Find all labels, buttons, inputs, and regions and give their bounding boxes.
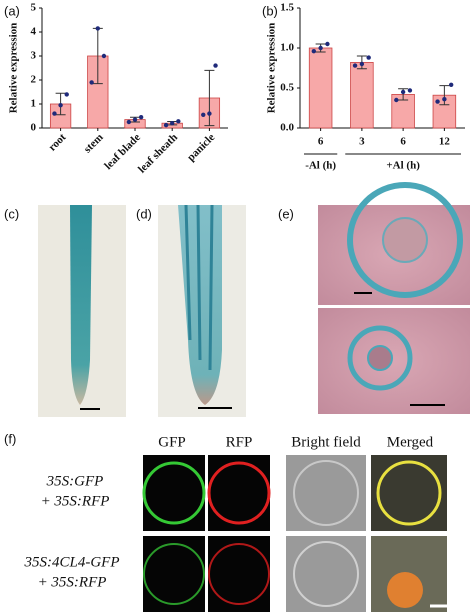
image-f <box>142 455 455 612</box>
data-point <box>435 99 440 104</box>
x-tick-label: 12 <box>439 136 451 148</box>
data-point <box>101 53 107 59</box>
data-point <box>394 97 399 103</box>
panel-label: (f) <box>4 431 16 446</box>
y-tick-label: 1.5 <box>280 2 294 14</box>
column-header: GFP <box>158 434 186 450</box>
error-bar <box>204 69 215 127</box>
bar <box>350 62 374 129</box>
data-point <box>311 49 317 54</box>
y-tick-label: 0 <box>31 122 37 134</box>
data-point <box>366 55 371 60</box>
data-point <box>325 41 330 47</box>
data-point <box>448 82 454 88</box>
y-axis-label: Relative expression <box>8 23 20 114</box>
data-point <box>52 111 57 116</box>
data-point <box>64 92 69 97</box>
x-tick-label: panicle <box>185 131 217 163</box>
panel-label: (c) <box>4 206 19 221</box>
data-point <box>201 112 206 118</box>
group-label: +Al (h) <box>386 160 420 172</box>
y-axis-label: Relative expression <box>266 23 278 114</box>
panel-label: (b) <box>262 3 278 18</box>
row-label: + 35S:RFP <box>38 574 107 590</box>
data-point <box>58 103 63 108</box>
x-tick-label: 6 <box>400 136 406 148</box>
data-point <box>213 63 218 68</box>
row-label: 35S:4CL4-GFP <box>24 554 120 570</box>
x-tick-label: 6 <box>318 136 324 148</box>
data-point <box>207 111 212 116</box>
data-point <box>352 63 358 68</box>
column-header: Bright field <box>291 434 361 450</box>
data-point <box>442 97 447 102</box>
panel-label: (e) <box>278 206 294 221</box>
y-tick-label: 0.0 <box>280 122 294 134</box>
data-point <box>138 115 144 120</box>
data-point <box>132 117 138 122</box>
row-label: + 35S:RFP <box>41 493 110 509</box>
y-tick-label: 0.5 <box>280 82 294 94</box>
data-point <box>126 119 132 125</box>
data-point <box>318 45 323 51</box>
y-tick-label: 2 <box>31 74 37 86</box>
y-tick-label: 1 <box>31 98 37 110</box>
error-bar <box>439 85 450 106</box>
data-point <box>400 89 406 95</box>
data-point <box>163 122 169 128</box>
data-point <box>176 119 181 124</box>
column-header: RFP <box>226 434 253 450</box>
data-point <box>407 88 413 93</box>
x-tick-label: 3 <box>359 136 365 148</box>
y-tick-label: 1.0 <box>280 42 294 54</box>
y-tick-label: 4 <box>31 26 37 38</box>
column-header: Merged <box>387 434 434 450</box>
bar <box>308 47 333 129</box>
data-point <box>359 61 365 67</box>
image-c <box>38 205 126 417</box>
data-point <box>95 26 101 31</box>
data-point <box>89 80 94 85</box>
row-label: 35S:GFP <box>46 473 104 489</box>
group-label: -Al (h) <box>305 160 336 172</box>
panel-label: (a) <box>4 3 20 18</box>
image-e <box>318 182 470 414</box>
x-tick-label: stem <box>82 131 106 155</box>
image-d <box>158 204 246 417</box>
x-tick-label: root <box>46 131 68 153</box>
panel-label: (d) <box>136 206 152 221</box>
y-tick-label: 3 <box>31 50 37 62</box>
y-tick-label: 5 <box>31 2 37 14</box>
data-point <box>170 121 175 126</box>
x-tick-label: leaf sheath <box>136 131 180 175</box>
